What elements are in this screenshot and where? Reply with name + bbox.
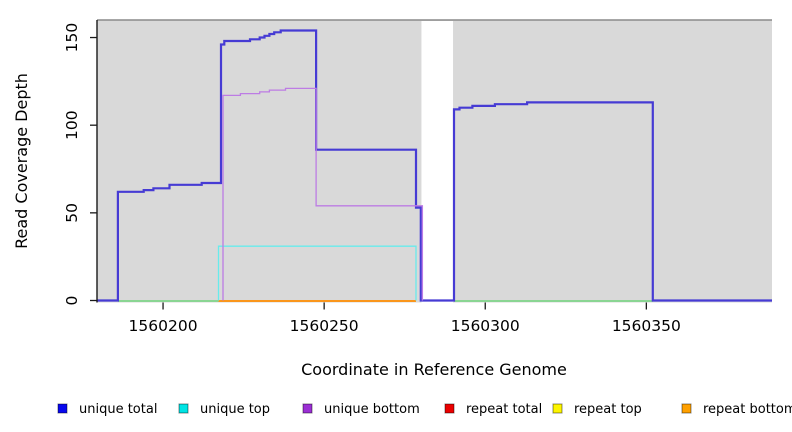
- x-tick-label: 1560200: [129, 317, 198, 335]
- legend-swatch-unique-bottom: [302, 403, 313, 414]
- legend-swatch-unique-top: [178, 403, 189, 414]
- plot-panel-layer: [97, 20, 772, 303]
- series-line-unique-total: [97, 29, 772, 302]
- legend-label-unique-top: unique top: [200, 402, 270, 417]
- x-tick-label: 1560250: [290, 317, 359, 335]
- legend-label-unique-bottom: unique bottom: [324, 402, 420, 417]
- x-tick-label: 1560300: [451, 317, 520, 335]
- legend-swatch-repeat-total: [444, 403, 455, 414]
- legend-layer: unique total unique top unique bottom repea…: [57, 402, 792, 417]
- y-tick-label: 50: [63, 203, 81, 223]
- y-axis-title: Read Coverage Depth: [12, 73, 31, 249]
- x-axis-title: Coordinate in Reference Genome: [301, 360, 567, 379]
- axes-layer: 0 50 100 150 1560200 1560250 1560300 1560350: [63, 20, 681, 335]
- legend-swatch-repeat-bottom: [681, 403, 692, 414]
- series-line-unique-bottom: [222, 87, 424, 301]
- legend-label-unique-total: unique total: [79, 402, 157, 417]
- legend-label-repeat-bottom: repeat bottom: [703, 402, 792, 417]
- legend-label-repeat-total: repeat total: [466, 402, 542, 417]
- x-tick-label: 1560350: [612, 317, 681, 335]
- masked-region: [421, 21, 454, 303]
- legend-swatch-repeat-top: [552, 403, 563, 414]
- y-tick-label: 100: [63, 110, 81, 140]
- series-layer: [97, 29, 772, 302]
- y-tick-label: 0: [63, 296, 81, 306]
- legend-swatch-unique-total: [57, 403, 68, 414]
- series-line-unique-top: [217, 245, 417, 301]
- y-tick-label: 150: [63, 23, 81, 53]
- legend-label-repeat-top: repeat top: [574, 402, 642, 417]
